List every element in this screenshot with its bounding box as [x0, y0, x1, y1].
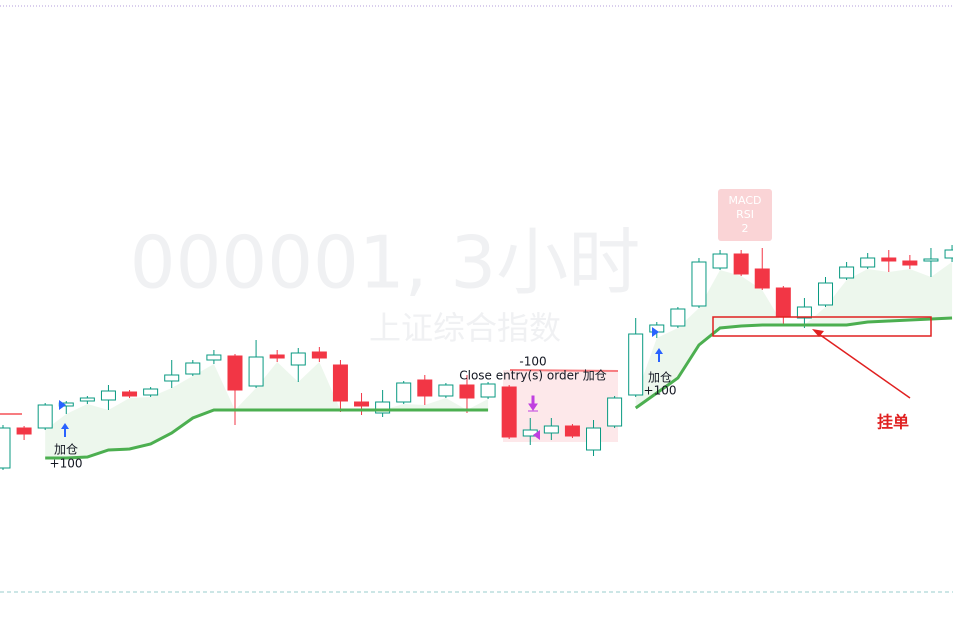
candle-body — [670, 308, 686, 327]
candle-body — [164, 374, 180, 382]
indicator-tag — [718, 189, 772, 241]
candle-body — [311, 351, 327, 359]
candle-body — [269, 354, 285, 359]
stop-line — [634, 316, 953, 410]
candle-body — [881, 257, 897, 262]
annotation: 加仓 — [648, 371, 672, 385]
candle-body — [185, 362, 201, 375]
tag-text: MACD — [729, 194, 762, 207]
candle-body — [79, 397, 95, 402]
candle-body — [586, 427, 602, 451]
candle-body — [923, 258, 939, 262]
candle-body — [839, 266, 855, 279]
exit-line — [509, 369, 619, 372]
annotation: 加仓 — [54, 443, 78, 457]
candle-body — [16, 427, 32, 435]
candle-body — [480, 383, 496, 398]
annotation: Close entry(s) order 加仓 — [459, 369, 606, 383]
candle-body — [100, 390, 116, 401]
entry-marker — [59, 400, 66, 410]
candle-body — [227, 355, 243, 391]
candle-body — [564, 425, 580, 437]
candle-body — [37, 404, 53, 429]
candle-body — [818, 282, 834, 306]
candle-body — [332, 364, 348, 402]
candle-body — [543, 425, 559, 434]
candle-body — [459, 384, 475, 399]
candle-body — [796, 306, 812, 319]
candle-body — [754, 268, 770, 289]
candle-body — [143, 388, 159, 396]
candle-body — [206, 354, 222, 361]
candle-body — [122, 391, 138, 397]
annotation: -100 — [519, 355, 546, 369]
candle-body — [712, 253, 728, 269]
candle-body — [438, 384, 454, 397]
exit-marker — [533, 430, 540, 440]
candle-body — [375, 401, 391, 414]
stop-line — [45, 408, 489, 460]
candle-body — [417, 379, 433, 397]
watermark-title: 000001, 3小时 — [130, 221, 640, 305]
candle-body — [0, 427, 11, 469]
candle-body — [860, 257, 876, 268]
candle-body — [691, 261, 707, 307]
annotation: +100 — [644, 384, 677, 398]
stop-area — [635, 262, 953, 408]
candle-body — [248, 356, 264, 387]
watermark-subtitle: 上证综合指数 — [369, 309, 561, 347]
buy-arrow — [61, 423, 69, 437]
candle-body — [944, 249, 953, 259]
candle-body — [902, 260, 918, 266]
candle-body — [501, 386, 517, 438]
buy-arrow — [655, 348, 663, 362]
callout-arrowhead — [812, 329, 824, 337]
callout-label: 挂单 — [877, 413, 909, 432]
tag-text: 2 — [742, 222, 749, 235]
candle-body — [290, 352, 306, 366]
candle-body — [354, 401, 370, 407]
candle-body — [396, 382, 412, 403]
candle-body — [775, 287, 791, 317]
sell-arrow — [528, 395, 538, 412]
callout-arrow — [815, 331, 911, 399]
candle-body — [733, 253, 749, 275]
tag-text: RSI — [736, 208, 754, 221]
candle-body — [607, 397, 623, 427]
candle-body — [628, 333, 644, 396]
entry-marker — [652, 327, 659, 337]
annotation: +100 — [50, 457, 83, 471]
